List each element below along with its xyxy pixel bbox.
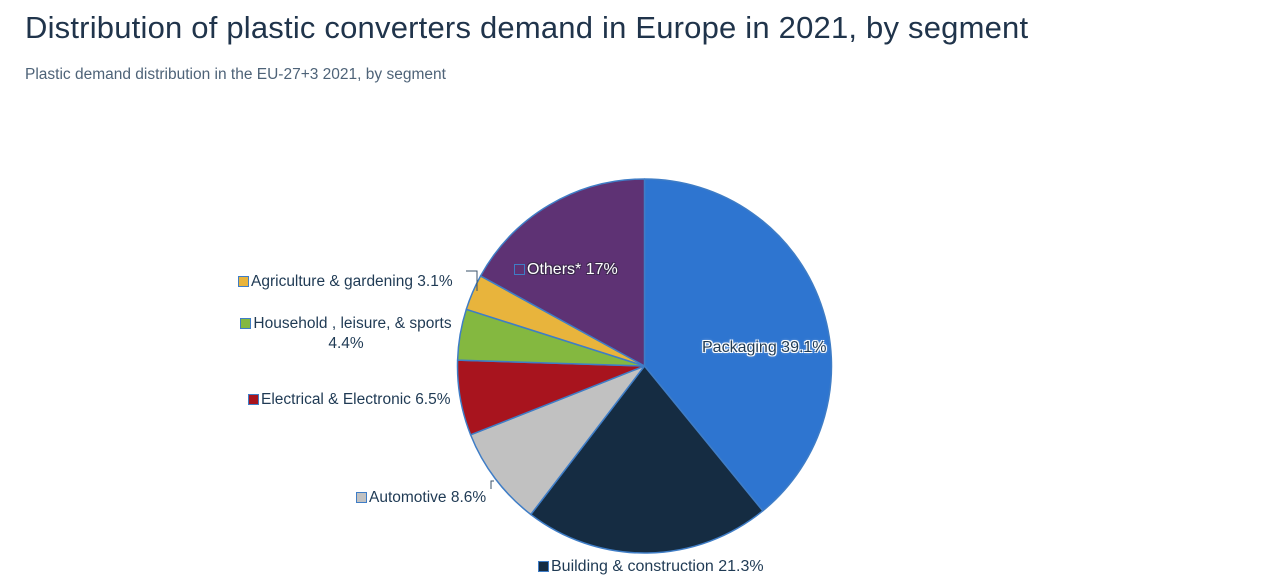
page-title: Distribution of plastic converters deman… bbox=[25, 10, 1029, 45]
pie-label-packaging: Packaging 39.1% bbox=[702, 338, 827, 358]
pie-label-building-construction: Building & construction 21.3% bbox=[538, 557, 764, 577]
legend-marker-agriculture-gardening bbox=[238, 276, 249, 287]
legend-marker-electrical-electronic bbox=[248, 394, 259, 405]
pie-label-agriculture-gardening-text: Agriculture & gardening 3.1% bbox=[251, 273, 453, 290]
legend-marker-household-leisure-sports bbox=[240, 318, 252, 329]
pie-slice-automotive[interactable] bbox=[469, 365, 646, 516]
pie-label-household-leisure-sports: Household , leisure, & sports 4.4% bbox=[232, 314, 460, 354]
pie-label-electrical-electronic-text: Electrical & Electronic 6.5% bbox=[261, 391, 451, 408]
pie-label-others-text: Others* 17% bbox=[527, 261, 618, 278]
pie-slice-building-construction[interactable] bbox=[530, 365, 764, 554]
pie-label-agriculture-gardening: Agriculture & gardening 3.1% bbox=[238, 272, 453, 292]
legend-marker-building-construction bbox=[538, 561, 549, 572]
pie-slices-group bbox=[456, 178, 833, 554]
pie-label-building-construction-text: Building & construction 21.3% bbox=[551, 558, 764, 575]
legend-marker-automotive bbox=[356, 492, 367, 503]
chart-subtitle: Plastic demand distribution in the EU-27… bbox=[25, 66, 446, 83]
leader-line-automotive bbox=[490, 480, 494, 489]
pie-label-household-leisure-sports-text: Household , leisure, & sports bbox=[253, 315, 452, 332]
pie-label-packaging-text: Packaging 39.1% bbox=[702, 339, 827, 356]
pie-slice-packaging[interactable] bbox=[643, 178, 833, 512]
pie-slice-others[interactable] bbox=[479, 178, 646, 367]
pie-label-household-leisure-sports-value: 4.4% bbox=[328, 335, 364, 352]
leader-line-agriculture bbox=[466, 270, 478, 291]
pie-label-others: Others* 17% bbox=[514, 260, 618, 280]
legend-marker-others bbox=[514, 264, 525, 275]
leader-lines-group bbox=[466, 270, 494, 489]
pie-label-automotive-text: Automotive 8.6% bbox=[369, 489, 487, 506]
pie-label-automotive: Automotive 8.6% bbox=[356, 488, 486, 508]
pie-label-electrical-electronic: Electrical & Electronic 6.5% bbox=[248, 390, 451, 410]
